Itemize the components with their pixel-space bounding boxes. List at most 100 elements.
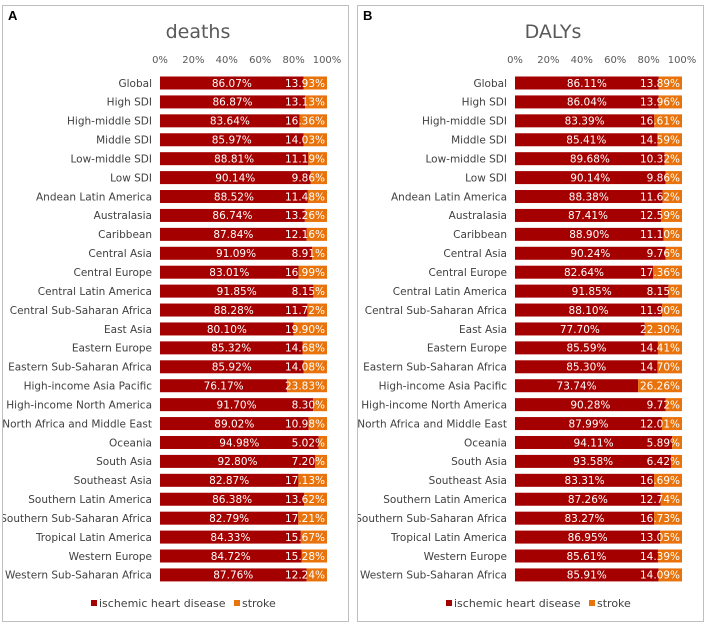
data-label-stroke: 12.59%	[640, 210, 680, 222]
category-label: High SDI	[462, 97, 507, 109]
data-label-ischemic-heart-disease: 86.38%	[212, 494, 252, 506]
data-label-stroke: 14.70%	[640, 362, 680, 374]
category-label: Western Europe	[69, 551, 152, 563]
data-label-stroke: 9.86%	[647, 172, 680, 184]
bar-stroke	[305, 95, 327, 109]
bar-ischemic-heart-disease	[160, 246, 313, 260]
data-label-ischemic-heart-disease: 80.10%	[207, 324, 247, 336]
bar-stroke	[298, 265, 327, 279]
data-label-stroke: 11.72%	[285, 305, 325, 317]
data-label-stroke: 19.90%	[285, 324, 325, 336]
category-label: Caribbean	[98, 229, 152, 241]
bar-stroke	[303, 360, 327, 374]
bar-stroke	[657, 549, 682, 563]
bar-stroke	[644, 322, 682, 336]
data-label-stroke: 14.08%	[285, 362, 325, 374]
bar-ischemic-heart-disease	[160, 568, 307, 582]
bar-ischemic-heart-disease	[515, 303, 663, 317]
bar-ischemic-heart-disease	[515, 435, 673, 449]
bar-ischemic-heart-disease	[515, 568, 659, 582]
bar-ischemic-heart-disease	[160, 152, 309, 166]
bar-stroke	[660, 208, 682, 222]
bar-ischemic-heart-disease	[515, 417, 662, 431]
category-label: High SDI	[107, 97, 152, 109]
bar-stroke	[654, 473, 682, 487]
data-label-stroke: 17.21%	[285, 513, 325, 525]
chart-title: deaths	[166, 21, 231, 43]
bar-ischemic-heart-disease	[160, 95, 306, 109]
bar-ischemic-heart-disease	[515, 360, 658, 374]
data-label-stroke: 13.89%	[640, 78, 680, 90]
bar-ischemic-heart-disease	[160, 379, 288, 393]
bar-stroke	[658, 76, 682, 90]
data-label-ischemic-heart-disease: 91.85%	[572, 286, 612, 298]
category-label: Central Sub-Saharan Africa	[10, 305, 152, 317]
bar-ischemic-heart-disease	[515, 171, 666, 185]
category-label: Eastern Sub-Saharan Africa	[8, 362, 152, 374]
category-label: Caribbean	[453, 229, 507, 241]
bar-ischemic-heart-disease	[160, 398, 314, 412]
bar-stroke	[308, 417, 327, 431]
category-label: Central Europe	[429, 267, 508, 279]
data-label-ischemic-heart-disease: 91.70%	[217, 399, 257, 411]
bar-stroke	[663, 227, 682, 241]
category-label: Central Latin America	[38, 286, 152, 298]
category-label: High-income Asia Pacific	[24, 381, 153, 393]
bar-stroke	[660, 530, 682, 544]
bar-stroke	[657, 360, 682, 374]
data-label-ischemic-heart-disease: 91.09%	[216, 248, 256, 260]
bar-ischemic-heart-disease	[515, 379, 639, 393]
chart-svg-deaths: deaths 0% 20% 40% 60% 80% 100% Global 86.07% 13.9…	[3, 21, 341, 610]
data-label-stroke: 16.69%	[640, 475, 680, 487]
data-label-ischemic-heart-disease: 82.64%	[564, 267, 604, 279]
bar-stroke	[300, 530, 327, 544]
category-label: Low-middle SDI	[70, 153, 152, 165]
data-label-ischemic-heart-disease: 86.07%	[212, 78, 252, 90]
data-label-stroke: 11.90%	[640, 305, 680, 317]
x-tick-label: 0%	[507, 55, 523, 66]
bar-stroke	[302, 341, 327, 355]
data-label-ischemic-heart-disease: 83.31%	[565, 475, 605, 487]
bar-stroke	[318, 435, 327, 449]
data-label-ischemic-heart-disease: 83.01%	[209, 267, 249, 279]
data-label-ischemic-heart-disease: 85.92%	[212, 362, 252, 374]
bar-ischemic-heart-disease	[160, 208, 305, 222]
data-label-stroke: 12.74%	[640, 494, 680, 506]
data-label-stroke: 15.67%	[285, 532, 325, 544]
data-label-ischemic-heart-disease: 87.99%	[568, 418, 608, 430]
category-label: Western Sub-Saharan Africa	[360, 570, 507, 582]
category-label: Western Sub-Saharan Africa	[5, 570, 152, 582]
bar-ischemic-heart-disease	[160, 265, 299, 279]
data-label-stroke: 8.30%	[292, 399, 325, 411]
data-label-ischemic-heart-disease: 93.58%	[573, 456, 613, 468]
data-label-ischemic-heart-disease: 86.11%	[567, 78, 607, 90]
data-label-stroke: 17.36%	[640, 267, 680, 279]
x-tick-label: 60%	[249, 55, 271, 66]
x-tick-label: 40%	[571, 55, 593, 66]
bar-stroke	[657, 133, 682, 147]
chart-svg-dalys: DALYs 0% 20% 40% 60% 80% 100% Global 86.11% 13.89…	[358, 21, 696, 610]
data-label-ischemic-heart-disease: 92.80%	[217, 456, 257, 468]
category-label: Global	[119, 78, 153, 90]
data-label-ischemic-heart-disease: 94.98%	[219, 437, 259, 449]
data-label-stroke: 8.91%	[292, 248, 325, 260]
bar-ischemic-heart-disease	[160, 454, 315, 468]
category-label: High-income North America	[361, 399, 507, 411]
category-label: Central Sub-Saharan Africa	[365, 305, 507, 317]
bar-ischemic-heart-disease	[160, 303, 308, 317]
data-label-stroke: 13.05%	[640, 532, 680, 544]
bar-ischemic-heart-disease	[515, 511, 655, 525]
bar-stroke	[304, 208, 327, 222]
bar-stroke	[658, 568, 682, 582]
data-label-stroke: 23.83%	[285, 381, 325, 393]
data-label-stroke: 11.19%	[285, 153, 325, 165]
data-label-ischemic-heart-disease: 90.14%	[570, 172, 610, 184]
bar-ischemic-heart-disease	[515, 398, 666, 412]
category-label: Central Asia	[88, 248, 152, 260]
data-label-ischemic-heart-disease: 85.41%	[566, 135, 606, 147]
category-label: High-income North America	[6, 399, 152, 411]
data-label-stroke: 7.20%	[292, 456, 325, 468]
bar-stroke	[657, 341, 682, 355]
bar-ischemic-heart-disease	[160, 549, 302, 563]
chart-panel-deaths: A deaths 0% 20% 40% 60% 80% 100% Global 86.07% 13…	[2, 5, 349, 622]
